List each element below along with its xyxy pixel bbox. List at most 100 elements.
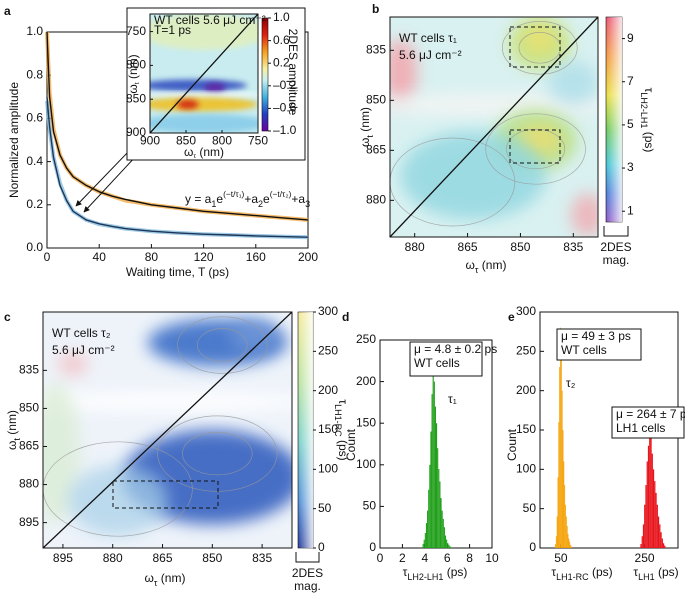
text-part: τ (551, 565, 556, 579)
annotation: 5.6 μJ cm⁻² (52, 343, 115, 357)
text-part: LH2-LH1 (407, 572, 443, 582)
hist-bar (425, 523, 428, 548)
magnitude-label: 2DES (292, 566, 323, 580)
text-part: LH2-LH1 (639, 92, 649, 128)
colorbar-fade (298, 312, 313, 548)
contour (43, 441, 193, 537)
x-tick-label: 8 (466, 551, 473, 565)
hist-bar (656, 504, 658, 548)
annotation: LH1 cells (616, 421, 665, 435)
text-part: ω (466, 258, 475, 272)
text-part: +a (291, 192, 305, 206)
colorbar-tick-label: –0.6 (273, 101, 297, 115)
colorbar-tick-label: 300 (318, 304, 338, 318)
diagonal (150, 14, 258, 133)
magnitude-label: 2DES (600, 240, 631, 254)
hist-bar (428, 489, 430, 548)
colorbar-tick-label: 3 (627, 160, 634, 174)
y-tick-label: 0.2 (26, 197, 43, 211)
y-tick-label: 0 (529, 540, 536, 554)
x-axis-label: τLH1-RC (ps) (551, 565, 612, 582)
colorbar-tick-label: 7 (627, 74, 634, 88)
hist-bar (444, 535, 447, 548)
text-part: LH1-RC (556, 572, 589, 582)
heatmap-blob (150, 113, 258, 133)
contour (182, 432, 253, 476)
y-axis-label: ωt (nm) (358, 107, 375, 147)
heatmap-blob (400, 131, 546, 220)
x-axis-label: τLH2-LH1 (ps) (403, 565, 468, 582)
hist-bar (570, 544, 571, 548)
colorbar-tick-label: 0.6 (273, 33, 290, 47)
text-part: τ (193, 153, 196, 160)
hist-bar (433, 381, 435, 548)
y-tick-label: 50 (363, 499, 377, 513)
heatmap-blob (570, 193, 598, 237)
annotation: WT cells τ₁ (399, 31, 457, 45)
text-part: (ps) (642, 128, 656, 152)
hist-bar (566, 525, 568, 548)
y-tick-label: 150 (516, 422, 536, 436)
text-part: 3 (305, 199, 310, 209)
diagonal (43, 312, 292, 548)
heatmap-blob (204, 83, 226, 93)
x-tick-label: 865 (458, 240, 478, 254)
panel-letter: a (4, 4, 11, 18)
y-tick-label: 0.4 (26, 154, 43, 168)
colorbar-tick-label: –1.0 (273, 123, 297, 137)
x-tick-label: 200 (298, 250, 318, 264)
heatmap (43, 312, 292, 548)
y-tick-label: 800 (126, 58, 146, 72)
x-tick-label: 160 (246, 250, 266, 264)
colorbar-tick-label: 1 (627, 203, 634, 217)
plot-frame (389, 16, 599, 238)
colorbar-tick-label: 200 (318, 383, 338, 397)
text-part: (nm) (126, 54, 140, 82)
hist-bar (438, 468, 440, 548)
colorbar-label: τLH2-LH1 (ps) (639, 88, 656, 153)
annotation: μ = 264 ± 7 ps (616, 407, 685, 421)
y-tick-label: 865 (19, 439, 39, 453)
colorbar-fade (606, 17, 622, 222)
hist-bar (660, 532, 662, 548)
series-mark: τ₁ (448, 392, 457, 406)
x-tick-label: 880 (103, 551, 123, 565)
x-tick-label: 4 (421, 551, 428, 565)
plot-frame (149, 13, 259, 134)
text-part: +a (244, 192, 258, 206)
y-tick-label: 895 (19, 515, 39, 529)
x-tick-label: 0 (44, 250, 51, 264)
hist-bar (447, 543, 449, 548)
colorbar-tick-label: 0.2 (273, 55, 290, 69)
hist-bar (662, 543, 665, 548)
x-tick-label: 850 (176, 133, 196, 147)
heatmap-blob (390, 39, 418, 105)
y-tick-label: 850 (366, 93, 386, 107)
colorbar-tick-label: 250 (318, 344, 338, 358)
y-tick-label: 0 (369, 540, 376, 554)
y-axis-label: ωt (nm) (126, 54, 141, 93)
x-tick-label: 50 (554, 551, 568, 565)
text-part: τ (154, 578, 158, 588)
annotation: WT cells (561, 343, 607, 357)
contour (157, 415, 278, 492)
x-tick-label: 10 (485, 551, 499, 565)
heatmap-blob (67, 465, 168, 537)
text-part: LH1 (638, 572, 655, 582)
colorbar-bracket (603, 226, 629, 237)
magnitude-label: mag. (294, 579, 321, 593)
y-tick-label: 250 (516, 344, 536, 358)
hist-bar (434, 406, 436, 548)
text-part: ω (5, 441, 19, 450)
text-part: (−t/τ₂) (270, 189, 292, 199)
plot-frame (42, 311, 293, 549)
equation: y = a1e(−t/τ₁)+a2e(−t/τ₂)+a3 (185, 189, 310, 209)
panel-letter: b (372, 2, 379, 16)
text-part: (nm) (478, 258, 506, 272)
y-tick-label: 0.6 (26, 111, 43, 125)
hist-bar (565, 516, 567, 548)
hist-bar (568, 538, 570, 548)
text-part: 1 (211, 199, 216, 209)
diagonal (390, 17, 598, 237)
hist-bar (642, 524, 645, 548)
